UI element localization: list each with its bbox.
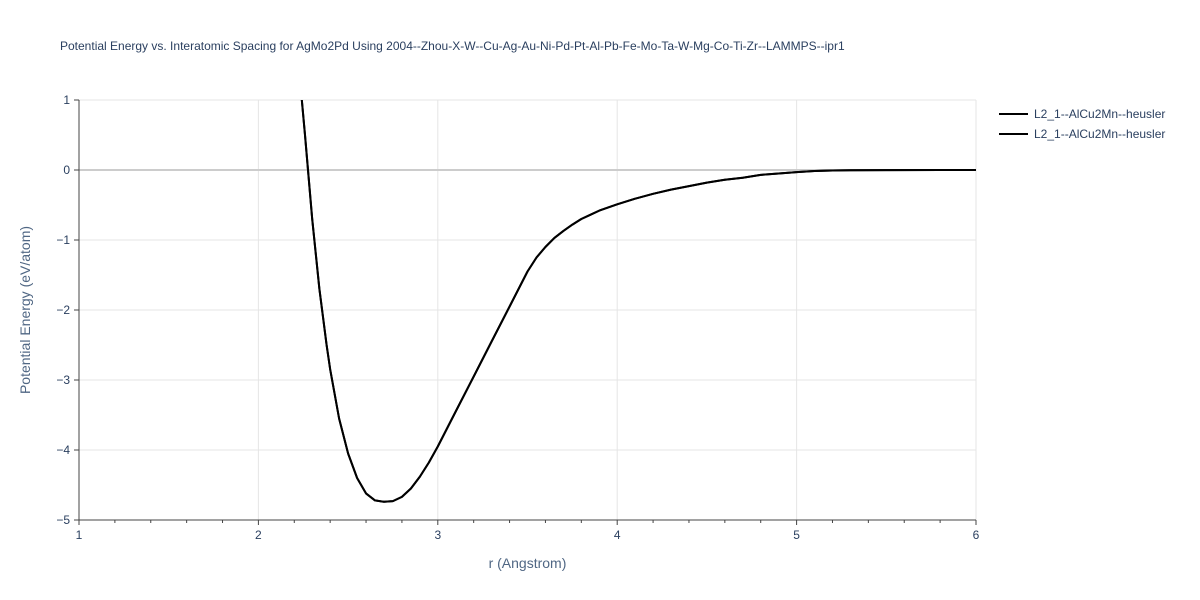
y-tick-label: −4 <box>56 443 70 457</box>
legend-label: L2_1--AlCu2Mn--heusler <box>1034 127 1165 141</box>
x-tick-labels: 1 2 3 4 5 6 <box>76 528 980 542</box>
chart-title: Potential Energy vs. Interatomic Spacing… <box>60 39 845 53</box>
x-axis-title: r (Angstrom) <box>489 555 567 571</box>
legend[interactable]: L2_1--AlCu2Mn--heusler L2_1--AlCu2Mn--heu… <box>999 107 1165 141</box>
legend-item-1[interactable]: L2_1--AlCu2Mn--heusler <box>999 107 1165 121</box>
y-tick-label: −3 <box>56 373 70 387</box>
x-tick-label: 5 <box>793 528 800 542</box>
y-tick-label: 1 <box>63 93 70 107</box>
y-tick-label: −1 <box>56 233 70 247</box>
axes <box>74 99 977 525</box>
y-tick-label: −5 <box>56 513 70 527</box>
y-axis-title: Potential Energy (eV/atom) <box>17 226 33 394</box>
legend-item-2[interactable]: L2_1--AlCu2Mn--heusler <box>999 127 1165 141</box>
y-tick-label: 0 <box>63 163 70 177</box>
y-tick-label: −2 <box>56 303 70 317</box>
x-tick-label: 6 <box>973 528 980 542</box>
legend-label: L2_1--AlCu2Mn--heusler <box>1034 107 1165 121</box>
plot-area <box>300 100 976 503</box>
grid-lines <box>79 99 977 520</box>
y-tick-labels: 1 0 −1 −2 −3 −4 −5 <box>56 93 70 527</box>
x-tick-label: 2 <box>255 528 262 542</box>
series-line-1 <box>300 100 976 503</box>
x-tick-label: 1 <box>76 528 83 542</box>
x-tick-label: 3 <box>434 528 441 542</box>
x-tick-label: 4 <box>614 528 621 542</box>
series-line-2 <box>300 100 976 503</box>
